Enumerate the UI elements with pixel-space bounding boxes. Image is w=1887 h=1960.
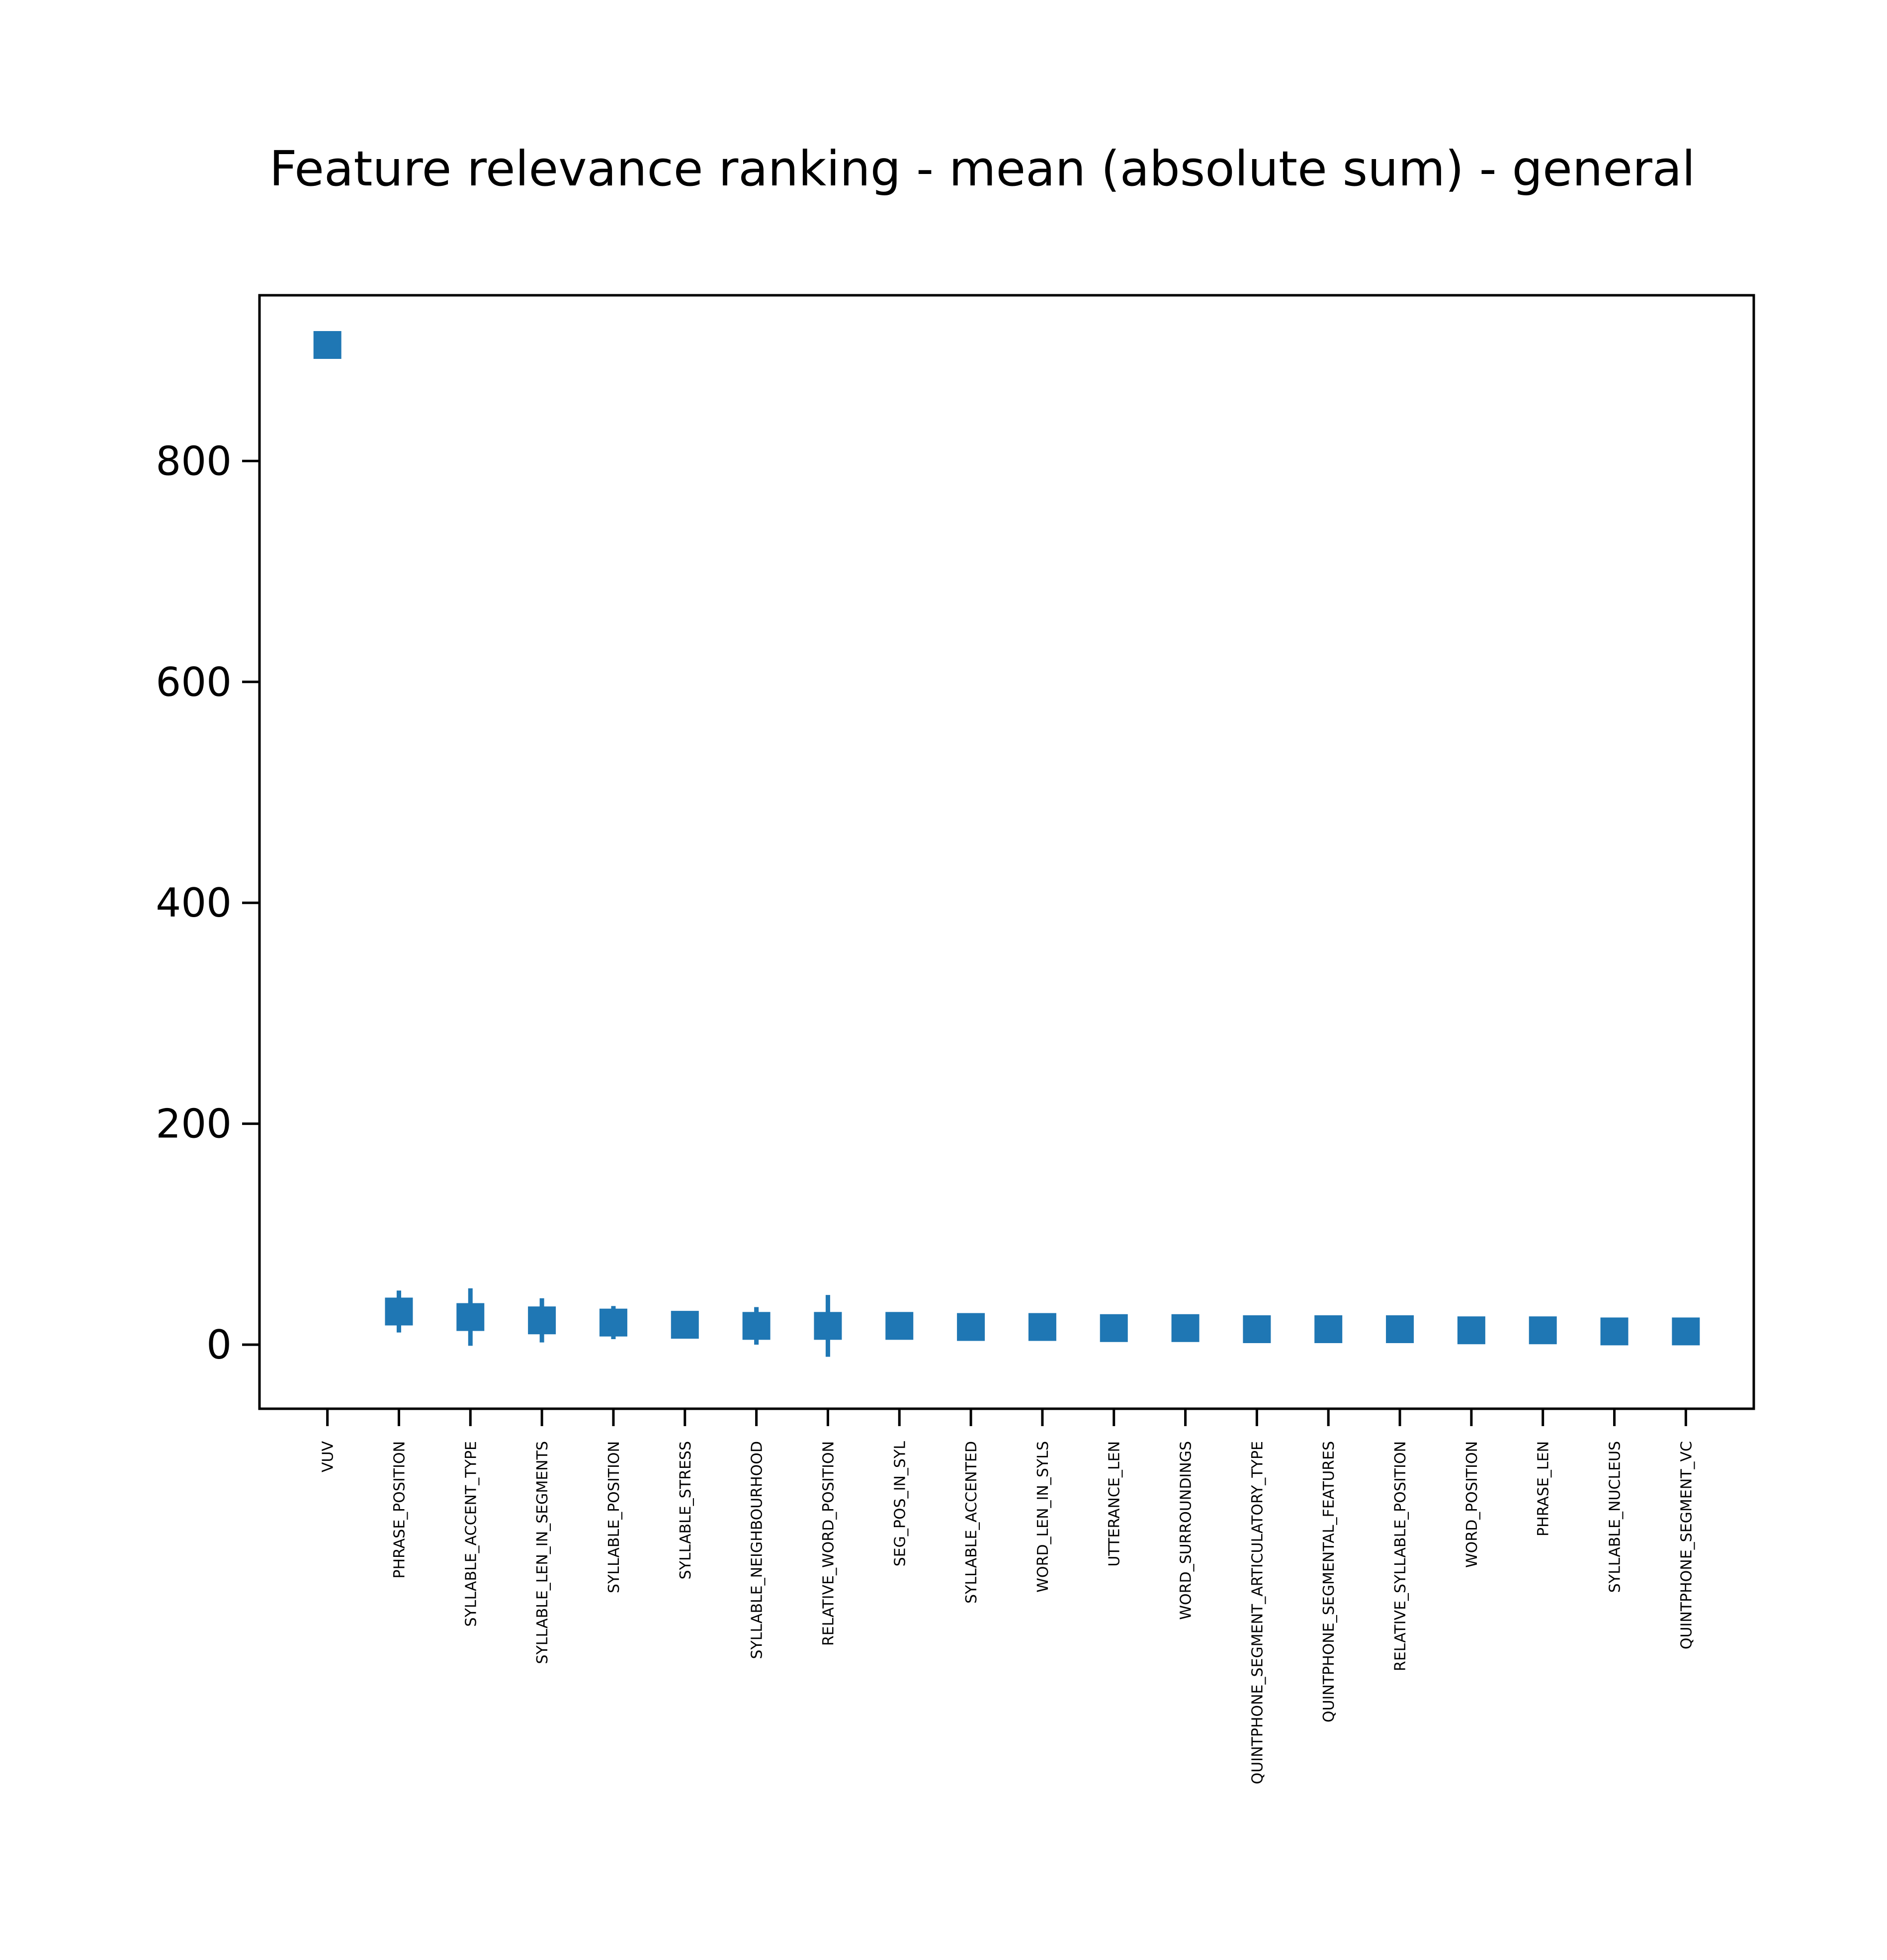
data-point xyxy=(1171,1314,1200,1342)
x-tick-label: SYLLABLE_NEIGHBOURHOOD xyxy=(749,1441,766,1659)
x-tick-label: SYLLABLE_STRESS xyxy=(677,1441,694,1580)
x-tick-label: SYLLABLE_POSITION xyxy=(605,1441,623,1593)
data-point xyxy=(528,1306,556,1335)
x-tick-label: QUINTPHONE_SEGMENTAL_FEATURES xyxy=(1320,1441,1338,1722)
data-point xyxy=(1457,1316,1485,1345)
x-tick-label: RELATIVE_WORD_POSITION xyxy=(820,1441,837,1646)
data-point xyxy=(885,1312,914,1340)
data-point xyxy=(313,331,342,359)
x-tick-label: QUINTPHONE_SEGMENT_ARTICULATORY_TYPE xyxy=(1249,1441,1266,1784)
data-point xyxy=(599,1308,627,1337)
data-point xyxy=(742,1312,771,1340)
x-tick-label: RELATIVE_SYLLABLE_POSITION xyxy=(1392,1441,1409,1671)
x-tick-label: QUINTPHONE_SEGMENT_VC xyxy=(1678,1441,1695,1649)
x-tick-label: VUV xyxy=(320,1441,337,1472)
x-tick-label: UTTERANCE_LEN xyxy=(1106,1441,1123,1567)
data-point xyxy=(1529,1316,1557,1345)
data-point xyxy=(1243,1315,1271,1343)
data-point xyxy=(1314,1315,1343,1343)
y-tick-label: 200 xyxy=(156,1101,232,1147)
x-tick-label: WORD_LEN_IN_SYLS xyxy=(1034,1441,1052,1593)
data-point xyxy=(814,1312,842,1340)
y-tick-label: 400 xyxy=(156,880,232,926)
data-point xyxy=(385,1297,413,1326)
chart-title: Feature relevance ranking - mean (absolu… xyxy=(269,141,1696,197)
data-point xyxy=(1672,1317,1700,1346)
data-point xyxy=(1028,1313,1056,1341)
data-point xyxy=(1386,1315,1414,1343)
y-tick-label: 800 xyxy=(156,438,232,484)
x-tick-label: PHRASE_LEN xyxy=(1535,1441,1552,1536)
y-tick-label: 0 xyxy=(206,1322,232,1368)
x-tick-label: SYLLABLE_ACCENT_TYPE xyxy=(462,1441,480,1627)
y-tick-label: 600 xyxy=(156,659,232,705)
data-point xyxy=(456,1303,485,1331)
data-point xyxy=(1100,1314,1128,1342)
x-tick-label: SYLLABLE_NUCLEUS xyxy=(1607,1441,1624,1593)
data-point xyxy=(1600,1317,1629,1346)
data-point xyxy=(671,1311,699,1339)
x-tick-label: SEG_POS_IN_SYL xyxy=(891,1441,909,1567)
plot-frame xyxy=(258,294,1755,1410)
data-point xyxy=(957,1313,985,1341)
y-axis: 0 200 400 600 800 xyxy=(156,438,259,1368)
data-points xyxy=(313,331,1700,1357)
x-tick-label: SYLLABLE_LEN_IN_SEGMENTS xyxy=(534,1441,551,1664)
x-axis: VUV PHRASE_POSITION SYLLABLE_ACCENT_TYPE SY… xyxy=(320,1409,1695,1784)
x-tick-label: SYLLABLE_ACCENTED xyxy=(963,1441,980,1604)
x-tick-label: PHRASE_POSITION xyxy=(391,1441,408,1579)
x-tick-label: WORD_SURROUNDINGS xyxy=(1178,1441,1195,1620)
x-tick-label: WORD_POSITION xyxy=(1463,1441,1481,1568)
